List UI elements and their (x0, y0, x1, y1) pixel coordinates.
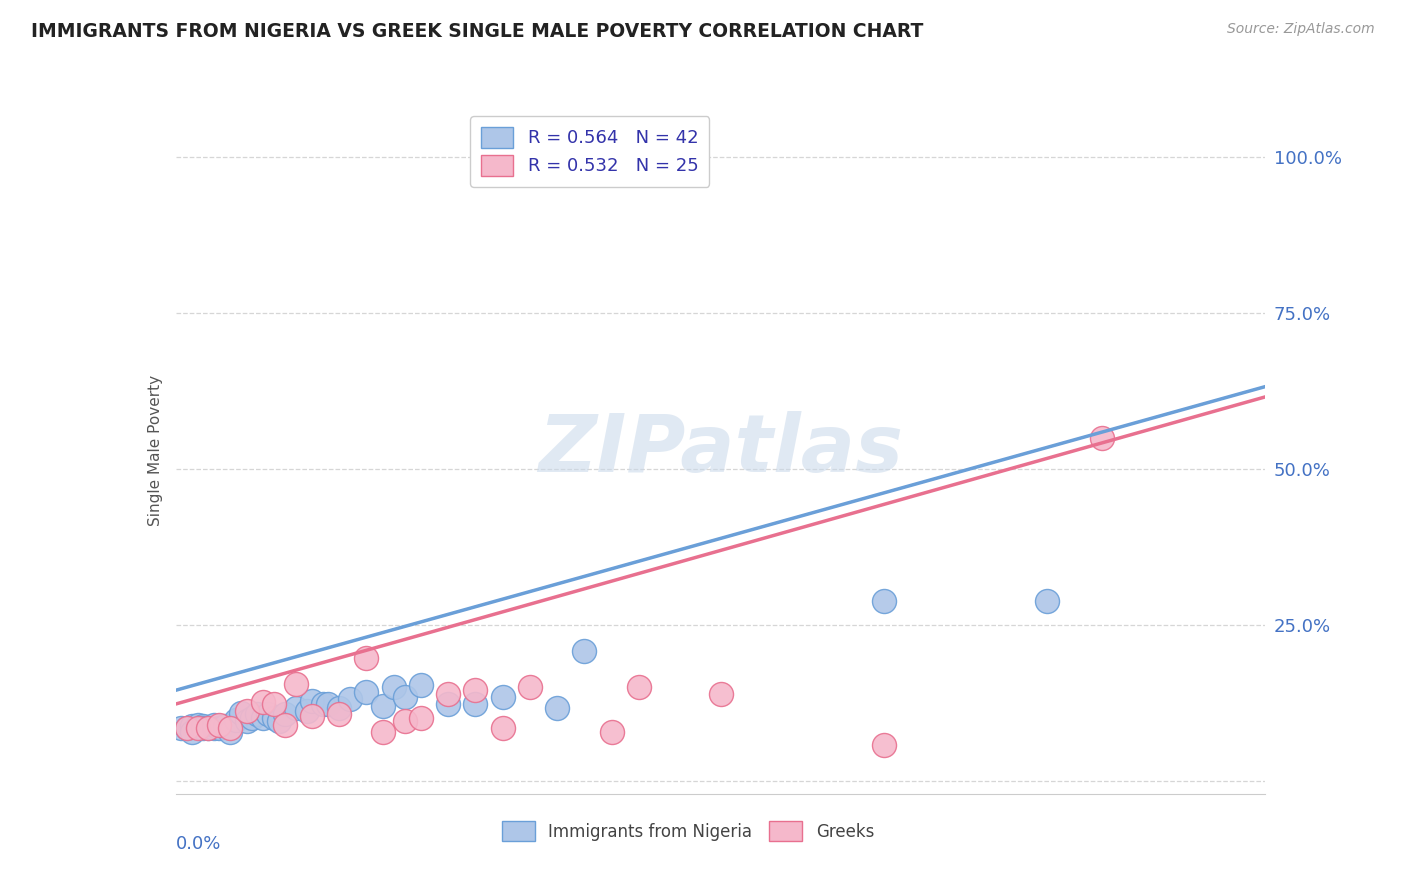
Point (312, 633, 335, 648)
Point (873, 708, 896, 723)
Point (252, 631, 274, 645)
Point (186, 671, 209, 685)
Point (328, 653, 350, 667)
Point (437, 633, 460, 648)
Point (301, 656, 323, 670)
Point (409, 599, 432, 614)
Point (873, 446, 896, 460)
Point (202, 671, 225, 685)
Point (214, 674, 236, 689)
Point (371, 683, 394, 698)
Point (197, 678, 219, 692)
Text: 0.0%: 0.0% (176, 835, 221, 853)
Point (263, 633, 285, 648)
Point (301, 628, 323, 642)
Point (176, 678, 198, 692)
Point (170, 678, 193, 692)
Point (356, 549, 378, 564)
Point (197, 678, 219, 692)
Point (252, 658, 274, 673)
Point (600, 683, 623, 698)
Point (219, 683, 242, 698)
Text: IMMIGRANTS FROM NIGERIA VS GREEK SINGLE MALE POVERTY CORRELATION CHART: IMMIGRANTS FROM NIGERIA VS GREEK SINGLE … (31, 22, 924, 41)
Point (274, 653, 297, 667)
Point (219, 678, 242, 692)
Point (546, 640, 568, 655)
Point (394, 622, 416, 636)
Point (202, 678, 225, 692)
Point (382, 603, 405, 617)
Point (371, 637, 394, 651)
Point (394, 665, 416, 680)
Point (257, 653, 280, 667)
Point (328, 640, 350, 655)
Point (356, 612, 378, 626)
Point (208, 671, 231, 685)
Point (246, 653, 269, 667)
Point (274, 671, 297, 685)
Y-axis label: Single Male Poverty: Single Male Poverty (148, 375, 163, 526)
Point (464, 608, 486, 623)
Point (181, 683, 204, 698)
Point (1091, 150, 1114, 164)
Point (235, 646, 257, 660)
Point (225, 662, 247, 676)
Point (263, 658, 285, 673)
Point (437, 615, 460, 630)
Text: ZIPatlas: ZIPatlas (538, 411, 903, 490)
Point (208, 678, 231, 692)
Point (295, 646, 318, 660)
Point (519, 603, 541, 617)
Point (235, 665, 257, 680)
Point (1036, 446, 1059, 460)
Point (269, 665, 291, 680)
Point (409, 658, 432, 673)
Point (176, 678, 198, 692)
Point (710, 615, 733, 630)
Point (284, 640, 307, 655)
Point (231, 649, 253, 664)
Point (181, 674, 204, 689)
Point (191, 678, 214, 692)
Legend: Immigrants from Nigeria, Greeks: Immigrants from Nigeria, Greeks (495, 814, 880, 847)
Text: Source: ZipAtlas.com: Source: ZipAtlas.com (1227, 22, 1375, 37)
Point (339, 624, 361, 639)
Point (318, 633, 340, 648)
Point (240, 658, 263, 673)
Point (191, 674, 214, 689)
Point (574, 537, 596, 551)
Point (464, 633, 486, 648)
Point (627, 603, 650, 617)
Point (284, 597, 307, 611)
Point (492, 622, 515, 636)
Point (186, 678, 209, 692)
Point (492, 678, 515, 692)
